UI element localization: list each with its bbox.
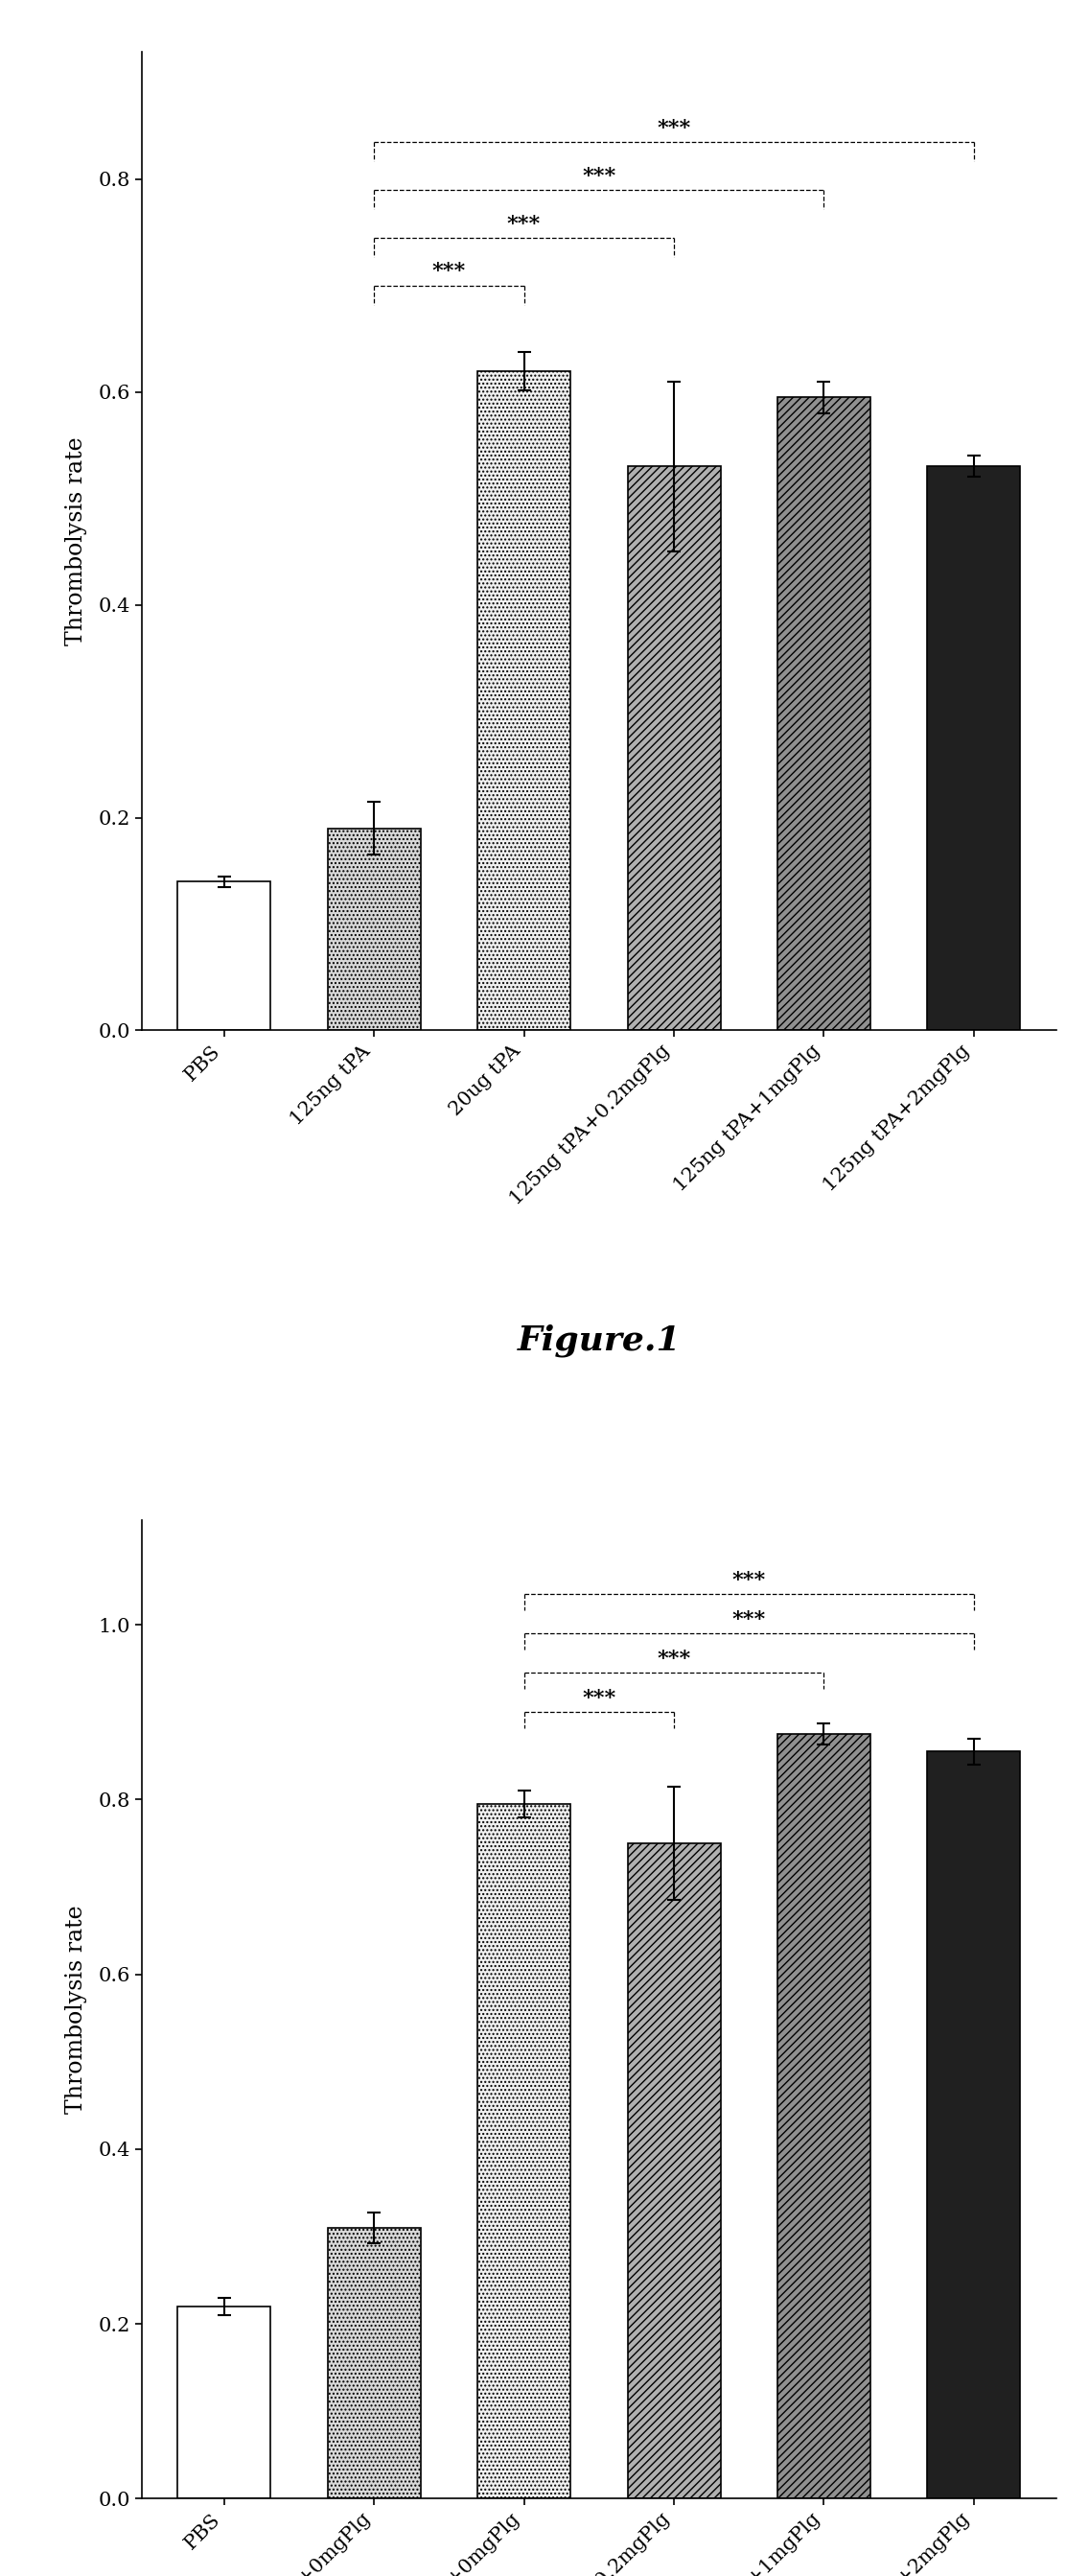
Bar bbox=[328, 829, 420, 1030]
Bar bbox=[328, 2228, 420, 2499]
Bar bbox=[477, 371, 571, 1030]
Text: ***: *** bbox=[732, 1610, 766, 1631]
Bar bbox=[778, 1734, 870, 2499]
Text: ***: *** bbox=[732, 1571, 766, 1592]
Text: ***: *** bbox=[582, 165, 616, 185]
Bar bbox=[477, 1803, 571, 2499]
Bar bbox=[627, 1844, 721, 2499]
Bar bbox=[928, 1752, 1020, 2499]
Text: ***: *** bbox=[582, 1687, 616, 1710]
Text: ***: *** bbox=[507, 214, 541, 234]
Text: ***: *** bbox=[657, 118, 690, 139]
Bar bbox=[178, 2306, 270, 2499]
Bar bbox=[627, 466, 721, 1030]
Y-axis label: Thrombolysis rate: Thrombolysis rate bbox=[65, 435, 87, 647]
Text: Figure.1: Figure.1 bbox=[517, 1324, 681, 1358]
Text: ***: *** bbox=[432, 260, 466, 283]
Bar bbox=[778, 397, 870, 1030]
Bar bbox=[928, 466, 1020, 1030]
Y-axis label: Thrombolysis rate: Thrombolysis rate bbox=[65, 1904, 87, 2115]
Bar bbox=[178, 881, 270, 1030]
Text: ***: *** bbox=[657, 1649, 690, 1669]
